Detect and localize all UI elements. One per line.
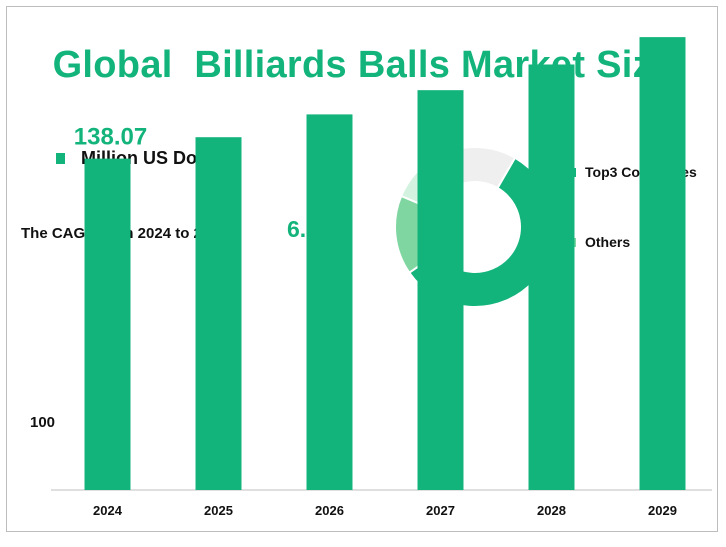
cagr-label: The CAGR from 2024 to 2029:	[21, 225, 232, 242]
unit-legend: Million US Dollars	[56, 148, 234, 169]
unit-legend-swatch	[56, 153, 65, 164]
pie-legend-others-label: Others	[585, 234, 631, 250]
pie-legend-others: Others	[567, 234, 630, 250]
unit-legend-label: Million US Dollars	[81, 148, 235, 168]
pie-legend-top3: Top3 Companies	[567, 164, 697, 180]
pie-legend-others-swatch	[567, 237, 576, 247]
chart-title: Global Billiards Balls Market Size	[52, 44, 674, 86]
cagr-value: 6.45%	[287, 216, 353, 242]
pie-legend-top3-label: Top3 Companies	[585, 164, 697, 180]
pie-legend-top3-swatch	[567, 167, 576, 177]
share-donut-chart	[394, 146, 556, 308]
y-tick-label: 100	[30, 414, 56, 431]
